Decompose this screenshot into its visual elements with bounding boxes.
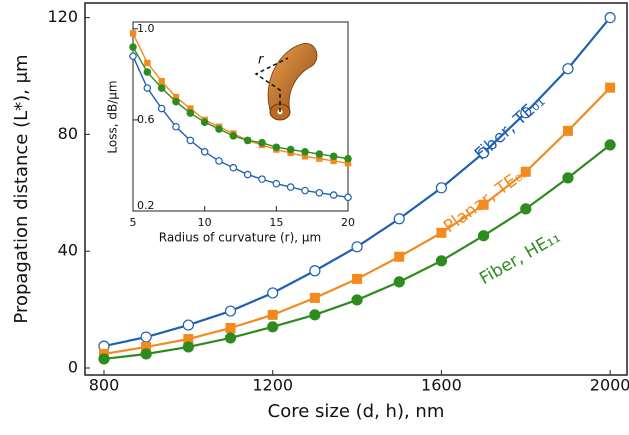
- x-tick-label: 1200: [252, 376, 293, 395]
- marker: [144, 85, 150, 91]
- marker: [287, 184, 293, 190]
- marker: [244, 171, 250, 177]
- y-tick-label: 1.0: [137, 22, 155, 35]
- x-tick-label: 10: [198, 216, 212, 229]
- marker: [226, 333, 236, 343]
- y-tick-label: 40: [58, 241, 78, 260]
- x-tick-label: 20: [341, 216, 355, 229]
- x-tick-label: 5: [130, 216, 137, 229]
- marker: [187, 137, 193, 143]
- marker: [287, 146, 293, 152]
- marker: [201, 119, 207, 125]
- marker: [268, 288, 278, 298]
- marker: [144, 60, 150, 66]
- marker: [345, 155, 351, 161]
- marker: [302, 149, 308, 155]
- marker: [436, 183, 446, 193]
- chart: 800 1200 1600 2000 0 40 80 120 Core size (d, h),…: [0, 0, 629, 435]
- marker: [605, 140, 615, 150]
- marker: [158, 105, 164, 111]
- marker: [130, 30, 136, 36]
- marker: [605, 83, 615, 93]
- marker: [563, 173, 573, 183]
- marker: [352, 295, 362, 305]
- marker: [173, 124, 179, 130]
- marker: [352, 274, 362, 284]
- marker: [436, 256, 446, 266]
- marker: [268, 310, 278, 320]
- marker: [394, 277, 404, 287]
- marker: [273, 180, 279, 186]
- marker: [226, 323, 236, 333]
- marker: [259, 176, 265, 182]
- marker: [345, 194, 351, 200]
- marker: [563, 64, 573, 74]
- marker: [201, 149, 207, 155]
- marker: [563, 126, 573, 136]
- y-tick-label: 0.6: [137, 113, 155, 126]
- marker: [130, 44, 136, 50]
- marker: [316, 151, 322, 157]
- marker: [244, 137, 250, 143]
- marker: [268, 322, 278, 332]
- marker: [605, 13, 615, 23]
- marker: [259, 139, 265, 145]
- marker: [230, 133, 236, 139]
- marker: [144, 69, 150, 75]
- marker: [330, 153, 336, 159]
- series-label: Fiber, HE₁₁: [476, 227, 563, 289]
- y-tick-label: 0.2: [137, 199, 155, 212]
- x-axis-label: Radius of curvature (r), μm: [159, 231, 321, 245]
- x-axis-label: Core size (d, h), nm: [268, 401, 445, 422]
- marker: [394, 252, 404, 262]
- marker: [173, 98, 179, 104]
- marker: [479, 231, 489, 241]
- marker: [158, 78, 164, 84]
- marker: [310, 266, 320, 276]
- marker: [302, 187, 308, 193]
- marker: [316, 190, 322, 196]
- marker: [310, 293, 320, 303]
- x-tick-label: 2000: [590, 376, 629, 395]
- y-axis-label: Loss, dB/μm: [106, 80, 120, 153]
- marker: [216, 158, 222, 164]
- marker: [183, 320, 193, 330]
- marker: [230, 165, 236, 171]
- marker: [187, 110, 193, 116]
- marker: [158, 85, 164, 91]
- y-axis-label: Propagation distance (L*), μm: [11, 54, 32, 323]
- y-tick-label: 120: [47, 7, 78, 26]
- marker: [183, 342, 193, 352]
- marker: [330, 192, 336, 198]
- marker: [216, 126, 222, 132]
- y-tick-label: 0: [68, 357, 78, 376]
- marker: [141, 332, 151, 342]
- marker: [273, 144, 279, 150]
- series-label: Fiber, TE₀₁: [471, 91, 549, 164]
- y-tick-label: 80: [58, 124, 78, 143]
- marker: [394, 214, 404, 224]
- marker: [99, 354, 109, 364]
- marker: [130, 53, 136, 59]
- marker: [310, 310, 320, 320]
- x-tick-label: 800: [89, 376, 120, 395]
- x-tick-label: 1600: [421, 376, 462, 395]
- x-tick-label: 15: [269, 216, 283, 229]
- series-label: Planar, TE₀₀: [440, 163, 532, 238]
- marker: [141, 349, 151, 359]
- marker: [226, 306, 236, 316]
- marker: [521, 204, 531, 214]
- marker: [352, 242, 362, 252]
